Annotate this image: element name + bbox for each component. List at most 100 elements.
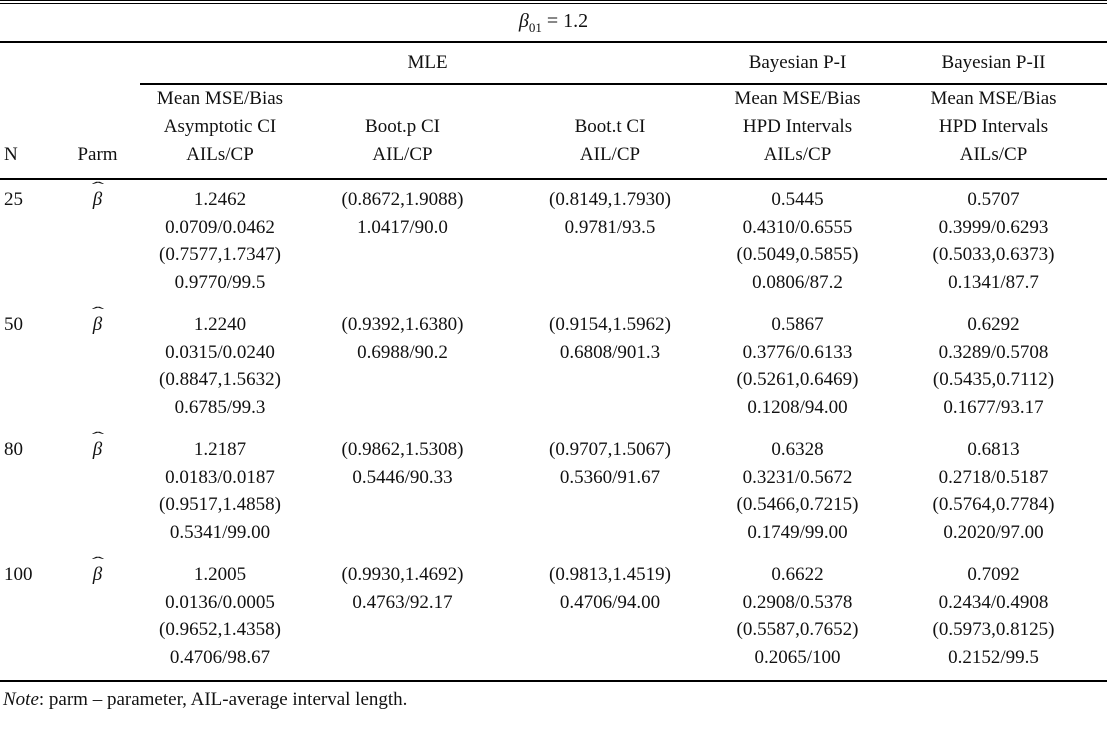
col-header-bayesian-p1: Mean MSE/Bias HPD Intervals AILs/CP (715, 84, 880, 180)
col-header-parm: Parm (55, 84, 140, 180)
col-header-mle-main: Mean MSE/Bias Asymptotic CI AILs/CP (140, 84, 300, 180)
cell-line: 1.2240 (193, 314, 247, 335)
cell-line: 0.6813 (967, 439, 1020, 460)
cell-line: 0.1677/93.17 (943, 396, 1044, 418)
cell-line: 0.1208/94.00 (747, 396, 848, 418)
cell-bayes1: 0.5445 0.4310/0.6555 (0.5049,0.5855) 0.0806… (715, 179, 880, 305)
cell-line: (0.5435,0.7112) (932, 369, 1055, 390)
cell-line: (0.8149,1.7930) (549, 189, 671, 210)
cell-mle-main: 1.2462 0.0709/0.0462 (0.7577,1.7347) 0.9770… (140, 179, 300, 305)
table-row: 100 ˆ β 1.2005 0.0136/0.0005 (0.9652,1.4358) 0… (0, 555, 1107, 681)
col-header-boot-t: Boot.t CI AIL/CP (505, 84, 715, 180)
group-header-spacer (0, 42, 140, 84)
cell-n: 25 (4, 189, 23, 210)
cell-line: 0.1749/99.00 (747, 521, 848, 543)
cell-line: (0.7577,1.7347) (159, 244, 281, 265)
group-header-row: MLE Bayesian P-I Bayesian P-II (0, 42, 1107, 85)
group-header-mle: MLE (140, 42, 715, 85)
header-line: Boot.p CI (365, 116, 440, 137)
cell-line: 0.0136/0.0005 (165, 591, 275, 613)
cell-line: 0.6808/901.3 (559, 341, 661, 363)
cell-line: (0.9392,1.6380) (341, 314, 464, 335)
beta-subscript: 01 (528, 19, 542, 35)
cell-line: (0.5261,0.6469) (736, 369, 859, 390)
cell-line: 0.5446/90.33 (352, 466, 453, 488)
cell-line: 0.2065/100 (754, 646, 841, 668)
beta-symbol: β (518, 9, 529, 32)
cell-line: (0.5466,0.7215) (736, 494, 859, 515)
cell-line: 0.0806/87.2 (752, 271, 843, 293)
cell-line: (0.8847,1.5632) (159, 369, 281, 390)
header-line: HPD Intervals (938, 116, 1049, 137)
cell-boot-p: (0.9392,1.6380) 0.6988/90.2 (300, 305, 505, 430)
cell-line: 0.0709/0.0462 (165, 216, 275, 238)
cell-boot-p: (0.9862,1.5308) 0.5446/90.33 (300, 430, 505, 555)
cell-line: 0.6988/90.2 (357, 341, 448, 363)
cell-line: 0.6785/99.3 (174, 396, 266, 418)
cell-line: 0.2020/97.00 (943, 521, 1044, 543)
cell-mle-main: 1.2187 0.0183/0.0187 (0.9517,1.4858) 0.5341… (140, 430, 300, 555)
cell-bayes2: 0.7092 0.2434/0.4908 (0.5973,0.8125) 0.2152… (880, 555, 1107, 681)
note-text: : parm – parameter, AIL-average interval… (38, 689, 408, 710)
note-row: Note: parm – parameter, AIL-average inte… (0, 680, 1107, 711)
cell-line: (0.8672,1.9088) (341, 189, 464, 210)
cell-boot-t: (0.9154,1.5962) 0.6808/901.3 (505, 305, 715, 430)
cell-bayes2: 0.5707 0.3999/0.6293 (0.5033,0.6373) 0.1341… (880, 179, 1107, 305)
cell-boot-t: (0.9707,1.5067) 0.5360/91.67 (505, 430, 715, 555)
col-header-bayesian-p2: Mean MSE/Bias HPD Intervals AILs/CP (880, 84, 1107, 180)
header-line: AILs/CP (959, 144, 1028, 165)
cell-line: 1.2005 (193, 564, 247, 585)
hat-accent: ˆ (91, 553, 104, 571)
header-line: Mean MSE/Bias (930, 88, 1057, 109)
cell-line: 0.4706/94.00 (559, 591, 661, 613)
group-header-bayesian-p2: Bayesian P-II (880, 42, 1107, 85)
cell-line: 0.6292 (967, 314, 1020, 335)
cell-boot-t: (0.8149,1.7930) 0.9781/93.5 (505, 179, 715, 305)
cell-boot-p: (0.8672,1.9088) 1.0417/90.0 (300, 179, 505, 305)
title-row: β01 = 1.2 (0, 0, 1107, 43)
cell-line: (0.5587,0.7652) (736, 619, 859, 640)
table-note: Note: parm – parameter, AIL-average inte… (0, 680, 1107, 711)
header-line: AIL/CP (579, 144, 641, 165)
cell-line: 1.2187 (193, 439, 247, 460)
hat-accent: ˆ (91, 428, 104, 446)
cell-bayes1: 0.6622 0.2908/0.5378 (0.5587,0.7652) 0.2065… (715, 555, 880, 681)
cell-line: 0.9781/93.5 (564, 216, 656, 238)
simulation-results-table: β01 = 1.2 MLE Bayesian P-I Bayesian P-II… (0, 0, 1107, 711)
hat-accent: ˆ (91, 303, 104, 321)
title-value: = 1.2 (541, 9, 589, 32)
hat-accent: ˆ (91, 178, 104, 196)
cell-line: 0.3999/0.6293 (938, 216, 1049, 238)
cell-line: (0.9930,1.4692) (341, 564, 464, 585)
cell-line: 0.0315/0.0240 (165, 341, 275, 363)
table-row: 50 ˆ β 1.2240 0.0315/0.0240 (0.8847,1.5632) 0.… (0, 305, 1107, 430)
cell-bayes1: 0.6328 0.3231/0.5672 (0.5466,0.7215) 0.1749… (715, 430, 880, 555)
cell-line: 1.0417/90.0 (357, 216, 448, 238)
cell-line: (0.9813,1.4519) (549, 564, 671, 585)
cell-line: 0.2434/0.4908 (938, 591, 1049, 613)
cell-line: (0.5973,0.8125) (932, 619, 1055, 640)
cell-bayes2: 0.6813 0.2718/0.5187 (0.5764,0.7784) 0.2020… (880, 430, 1107, 555)
cell-line: (0.9707,1.5067) (549, 439, 671, 460)
cell-line: 0.5445 (771, 189, 824, 210)
cell-line: (0.9154,1.5962) (549, 314, 671, 335)
cell-line: 0.6622 (771, 564, 824, 585)
cell-mle-main: 1.2240 0.0315/0.0240 (0.8847,1.5632) 0.6785… (140, 305, 300, 430)
cell-line: 0.0183/0.0187 (165, 466, 275, 488)
cell-line: (0.9517,1.4858) (159, 494, 281, 515)
col-header-n: N (0, 84, 55, 180)
cell-n: 100 (4, 564, 33, 585)
table-body: 25 ˆ β 1.2462 0.0709/0.0462 (0.7577,1.7347) 0.… (0, 179, 1107, 681)
header-line: AILs/CP (763, 144, 832, 165)
cell-line: 0.2908/0.5378 (742, 591, 853, 613)
cell-line: 0.2152/99.5 (948, 646, 1039, 668)
cell-n: 50 (4, 314, 23, 335)
cell-mle-main: 1.2005 0.0136/0.0005 (0.9652,1.4358) 0.4706… (140, 555, 300, 681)
cell-line: 0.3231/0.5672 (742, 466, 853, 488)
header-line: AIL/CP (372, 144, 433, 165)
header-line: HPD Intervals (742, 116, 853, 137)
